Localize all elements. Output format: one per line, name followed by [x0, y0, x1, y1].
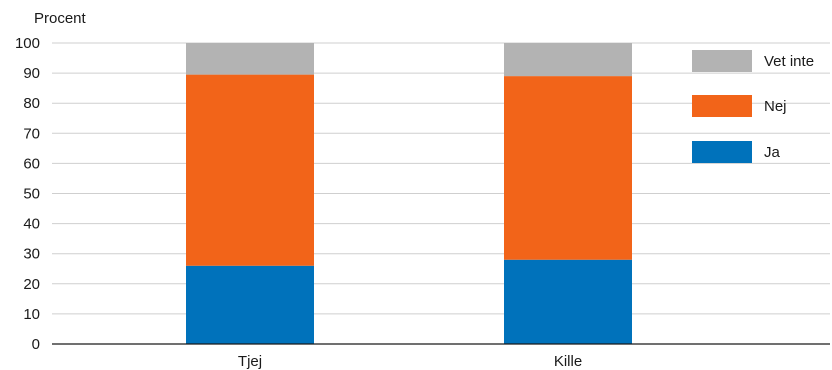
x-axis-categories: Tjej Kille: [238, 353, 582, 370]
y-tick-label: 90: [23, 65, 40, 82]
x-category-label: Kille: [554, 353, 582, 370]
legend-label-nej: Nej: [764, 98, 787, 115]
y-tick-label: 80: [23, 95, 40, 112]
y-tick-label: 10: [23, 306, 40, 323]
legend-label-ja: Ja: [764, 144, 781, 161]
bar-kille-vet-inte: [504, 43, 632, 77]
y-tick-label: 50: [23, 186, 40, 203]
legend-swatch-vet-inte: [692, 50, 752, 72]
y-tick-label: 60: [23, 155, 40, 172]
bar-kille-nej: [504, 76, 632, 260]
bar-tjej-ja: [186, 265, 314, 344]
y-tick-label: 20: [23, 276, 40, 293]
legend: Vet inte Nej Ja: [692, 50, 814, 163]
x-category-label: Tjej: [238, 353, 262, 370]
gridlines: [52, 42, 830, 315]
y-tick-label: 30: [23, 246, 40, 263]
legend-label-vet-inte: Vet inte: [764, 53, 814, 70]
legend-swatch-nej: [692, 95, 752, 117]
bars: [186, 43, 632, 344]
y-tick-label: 40: [23, 216, 40, 233]
y-tick-label: 70: [23, 125, 40, 142]
y-axis-label: Procent: [34, 10, 87, 27]
y-tick-label: 100: [15, 35, 40, 52]
bar-tjej-nej: [186, 74, 314, 266]
bar-kille-ja: [504, 259, 632, 344]
bar-tjej-vet-inte: [186, 43, 314, 75]
y-axis-ticks: 0 10 20 30 40 50 60 70 80 90 100: [15, 35, 40, 353]
legend-swatch-ja: [692, 141, 752, 163]
y-tick-label: 0: [32, 336, 40, 353]
